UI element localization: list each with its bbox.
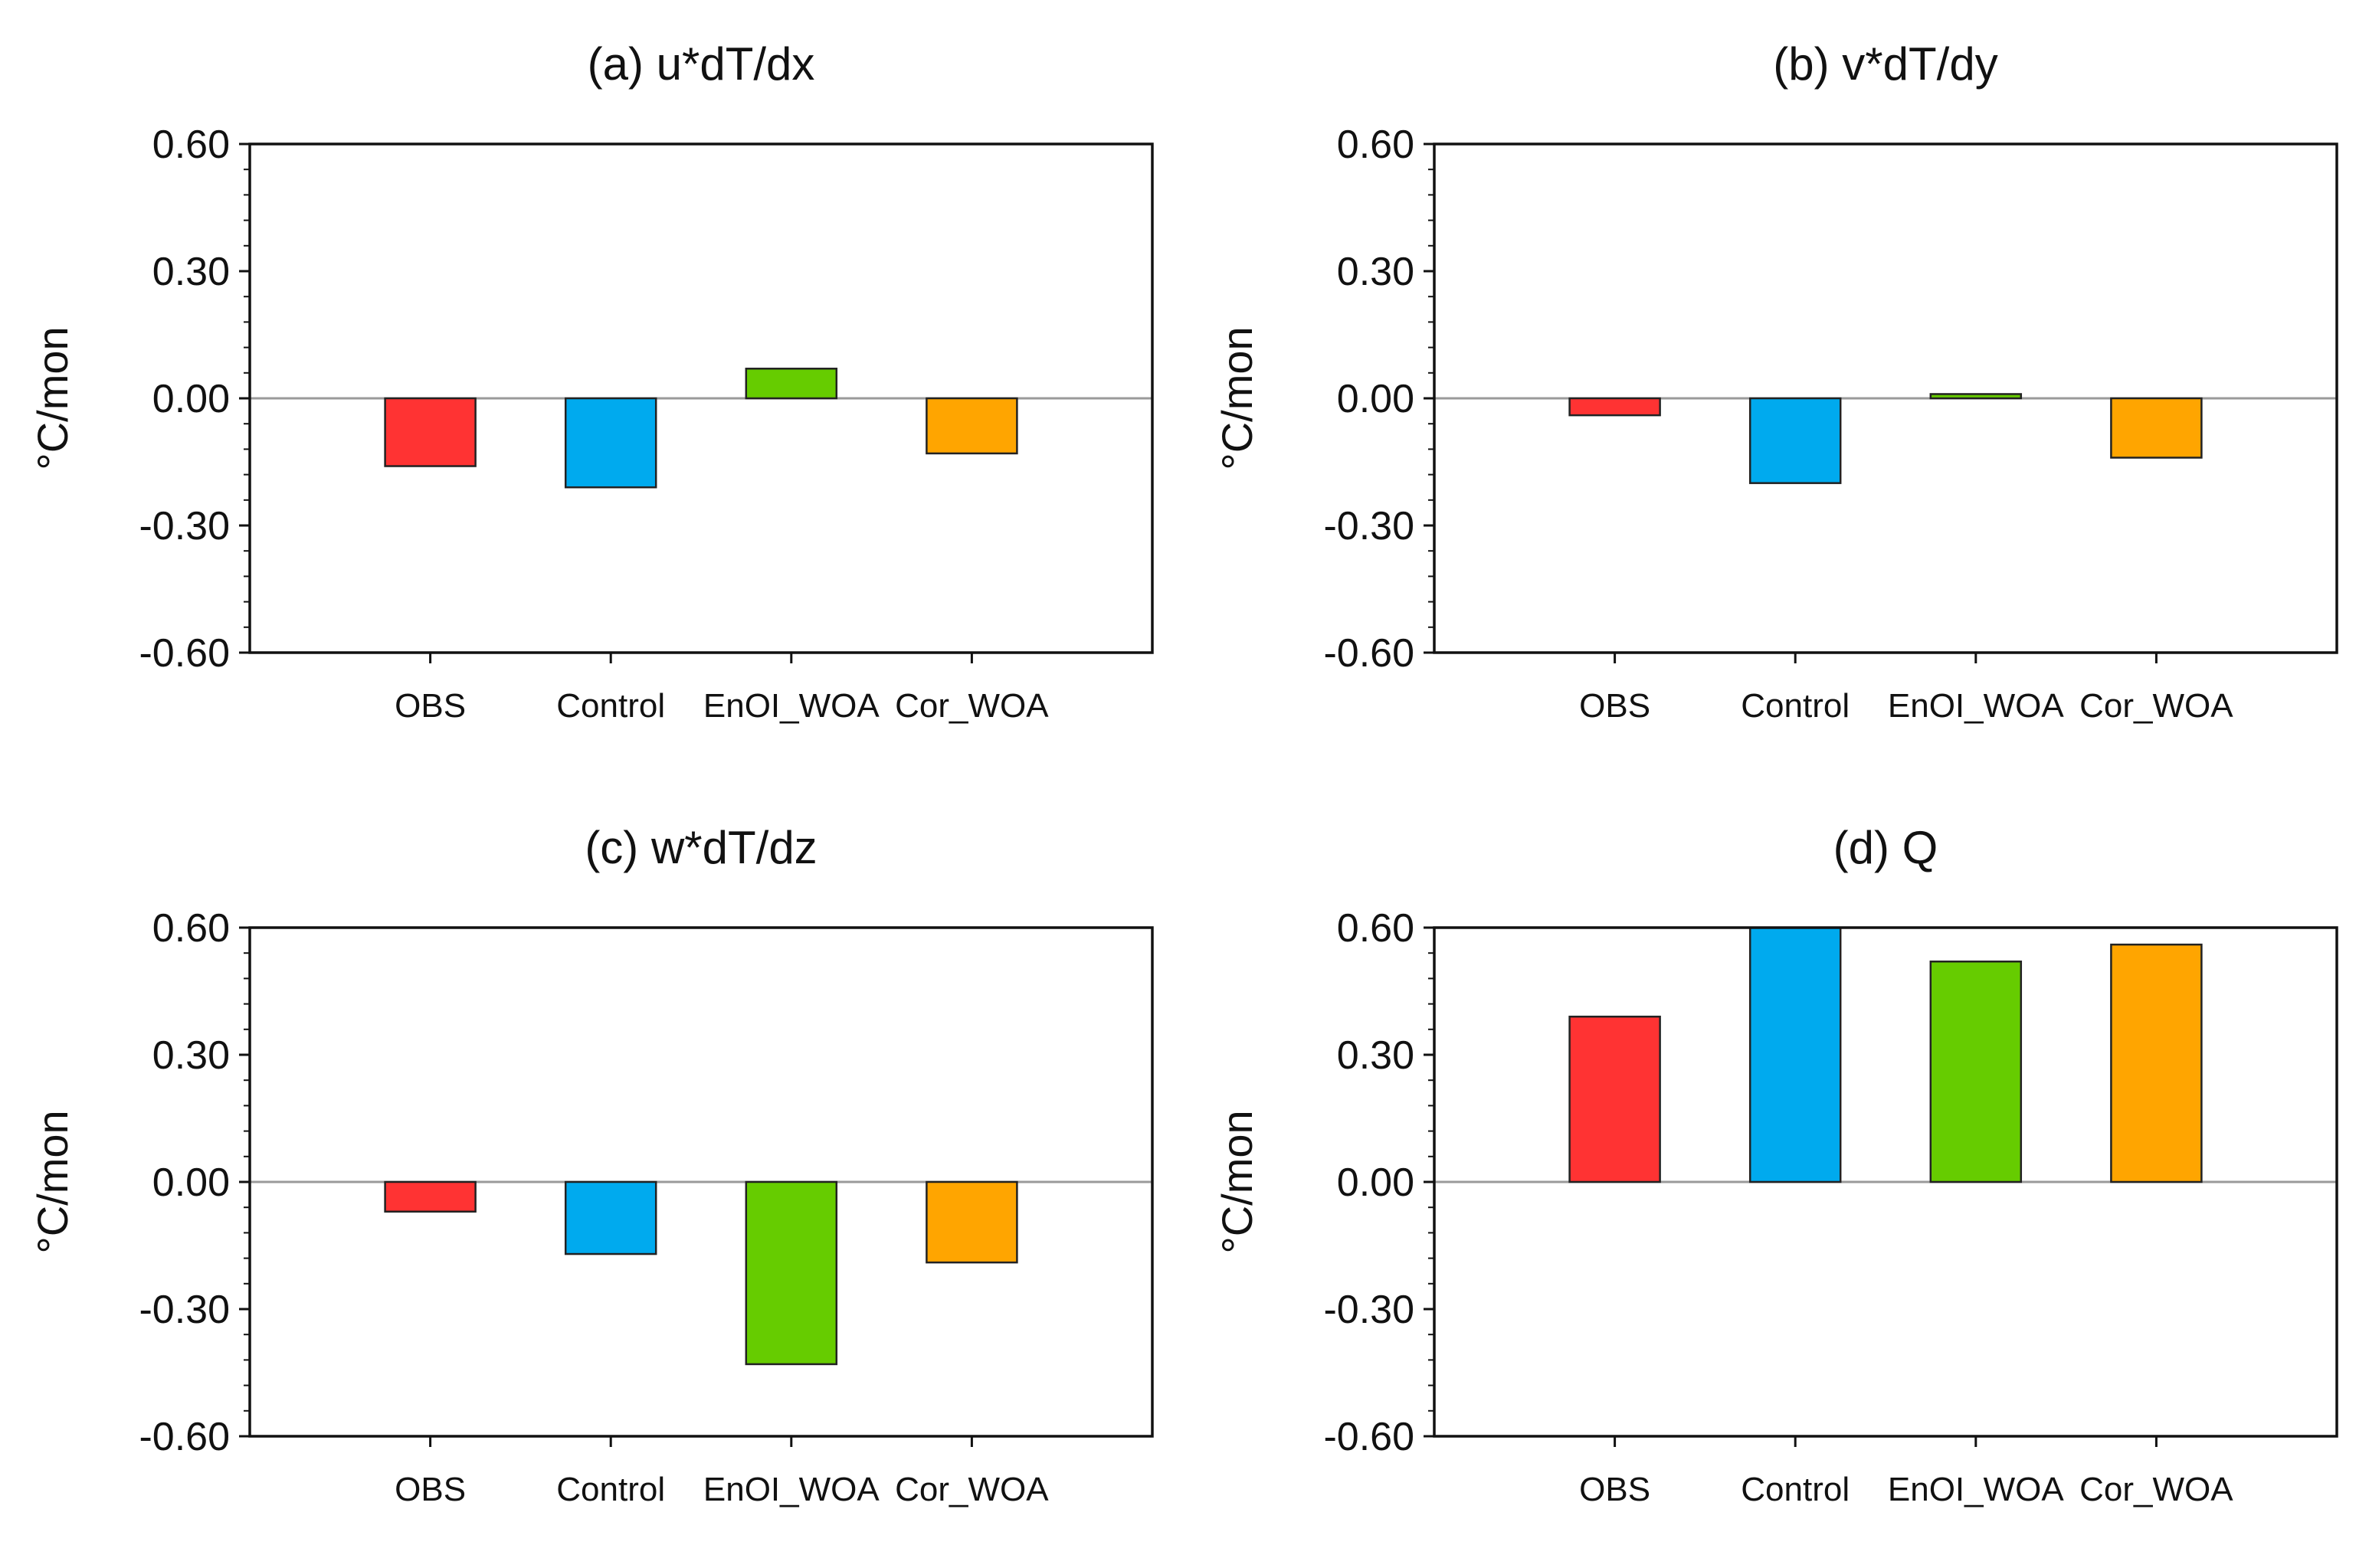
y-tick-label: 0.60 xyxy=(152,906,230,951)
y-tick-label: 0.60 xyxy=(152,123,230,167)
y-axis-label: °C/mon xyxy=(1213,1110,1261,1253)
y-tick-label: -0.60 xyxy=(139,631,230,676)
x-tick-label-cor-woa: Cor_WOA xyxy=(2079,1471,2233,1508)
x-tick-label-cor-woa: Cor_WOA xyxy=(2079,687,2233,725)
x-tick-label-control: Control xyxy=(1741,1471,1850,1508)
x-tick-label-enoi-woa: EnOI_WOA xyxy=(1888,687,2064,725)
bar-cor-woa xyxy=(926,1180,1018,1264)
y-tick-label: 0.30 xyxy=(152,1033,230,1078)
x-tick-label-obs: OBS xyxy=(395,687,466,725)
chart-c: (c) w*dT/dz °C/mon 0.60 0.30 0.00 -0.30 -0.60 O… xyxy=(28,822,1154,1508)
y-tick-label: -0.30 xyxy=(1323,504,1414,548)
bar-obs xyxy=(384,1180,477,1213)
bar-enoi-woa xyxy=(1929,393,2023,400)
bar-enoi-woa xyxy=(1929,961,2023,1183)
x-tick-label-enoi-woa: EnOI_WOA xyxy=(703,687,880,725)
chart-title: (d) Q xyxy=(1833,822,1938,873)
x-tick-label-obs: OBS xyxy=(1579,687,1650,725)
x-tick-label-control: Control xyxy=(556,687,665,725)
bar-enoi-woa xyxy=(745,1180,838,1366)
panel-d: (d) Q °C/mon 0.60 0.30 0.00 -0.30 -0.60 OBS Cont… xyxy=(1184,784,2369,1567)
y-tick-label: 0.30 xyxy=(1337,1033,1414,1078)
y-tick-label: -0.30 xyxy=(139,1288,230,1332)
chart-d: (d) Q °C/mon 0.60 0.30 0.00 -0.30 -0.60 OBS Cont… xyxy=(1213,822,2338,1508)
y-tick-label: -0.60 xyxy=(139,1415,230,1459)
bar-control xyxy=(564,1180,657,1255)
panel-a: (a) u*dT/dx °C/mon 0.60 0.30 0.00 -0.30 -0.60 O… xyxy=(0,0,1184,784)
bar-obs xyxy=(1568,397,1661,417)
bar-obs xyxy=(1568,1015,1661,1183)
y-tick-label: 0.00 xyxy=(152,1160,230,1205)
x-tick-label-control: Control xyxy=(1741,687,1850,725)
x-tick-label-cor-woa: Cor_WOA xyxy=(895,1471,1049,1508)
x-tick-label-control: Control xyxy=(556,1471,665,1508)
bar-control xyxy=(564,397,657,489)
y-tick-label: 0.00 xyxy=(1337,1160,1414,1205)
chart-title: (a) u*dT/dx xyxy=(588,38,815,90)
panel-c: (c) w*dT/dz °C/mon 0.60 0.30 0.00 -0.30 -0.60 O… xyxy=(0,784,1184,1567)
chart-a: (a) u*dT/dx °C/mon 0.60 0.30 0.00 -0.30 -0.60 O… xyxy=(28,38,1154,725)
bar-control xyxy=(1748,397,1842,484)
x-tick-label-enoi-woa: EnOI_WOA xyxy=(703,1471,880,1508)
y-axis-label: °C/mon xyxy=(1213,326,1261,470)
y-tick-label: 0.00 xyxy=(152,377,230,421)
y-tick-label: 0.30 xyxy=(1337,250,1414,294)
bar-cor-woa xyxy=(2110,943,2203,1183)
bar-cor-woa xyxy=(926,397,1018,455)
y-axis-label: °C/mon xyxy=(28,1110,77,1253)
chart-b: (b) v*dT/dy °C/mon 0.60 0.30 0.00 -0.30 -0.60 O… xyxy=(1213,38,2338,725)
bar-obs xyxy=(384,397,477,467)
y-tick-label: -0.60 xyxy=(1323,631,1414,676)
y-tick-label: 0.30 xyxy=(152,250,230,294)
chart-title: (c) w*dT/dz xyxy=(585,822,817,873)
bar-control xyxy=(1748,926,1842,1183)
y-axis-label: °C/mon xyxy=(28,326,77,470)
x-tick-label-enoi-woa: EnOI_WOA xyxy=(1888,1471,2064,1508)
y-tick-label: 0.60 xyxy=(1337,906,1414,951)
panel-b: (b) v*dT/dy °C/mon 0.60 0.30 0.00 -0.30 -0.60 O… xyxy=(1184,0,2369,784)
y-tick-label: -0.30 xyxy=(139,504,230,548)
x-tick-label-cor-woa: Cor_WOA xyxy=(895,687,1049,725)
chart-title: (b) v*dT/dy xyxy=(1773,38,1997,90)
x-tick-label-obs: OBS xyxy=(1579,1471,1650,1508)
bar-cor-woa xyxy=(2110,397,2203,459)
x-tick-label-obs: OBS xyxy=(395,1471,466,1508)
y-tick-label: -0.30 xyxy=(1323,1288,1414,1332)
y-tick-label: 0.60 xyxy=(1337,123,1414,167)
y-tick-label: -0.60 xyxy=(1323,1415,1414,1459)
y-tick-label: 0.00 xyxy=(1337,377,1414,421)
bar-enoi-woa xyxy=(745,368,838,400)
